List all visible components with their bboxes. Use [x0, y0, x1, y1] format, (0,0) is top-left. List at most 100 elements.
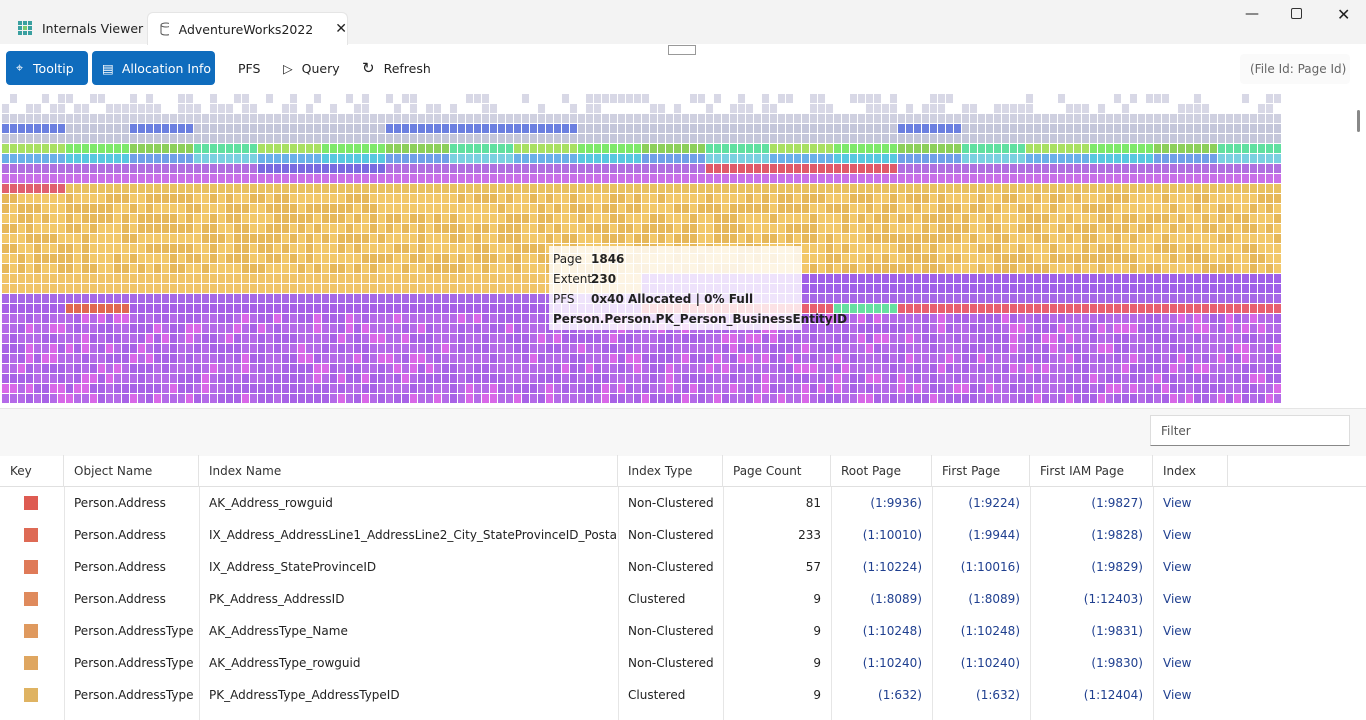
page-cell[interactable] — [818, 204, 825, 213]
page-cell[interactable] — [450, 394, 457, 403]
page-cell[interactable] — [274, 194, 281, 203]
page-cell[interactable] — [258, 364, 265, 373]
page-cell[interactable] — [954, 314, 961, 323]
page-cell[interactable] — [882, 374, 889, 383]
page-cell[interactable] — [962, 304, 969, 313]
maximize[interactable] — [1291, 8, 1302, 19]
page-cell[interactable] — [202, 294, 209, 303]
page-cell[interactable] — [994, 334, 1001, 343]
page-cell[interactable] — [1066, 104, 1073, 113]
page-cell[interactable] — [946, 134, 953, 143]
page-cell[interactable] — [962, 164, 969, 173]
page-cell[interactable] — [98, 244, 105, 253]
page-cell[interactable] — [10, 104, 17, 113]
page-cell[interactable] — [1042, 124, 1049, 133]
page-cell[interactable] — [122, 274, 129, 283]
page-cell[interactable] — [834, 244, 841, 253]
page-cell[interactable] — [418, 394, 425, 403]
page-cell[interactable] — [858, 224, 865, 233]
page-cell[interactable] — [122, 334, 129, 343]
page-cell[interactable] — [282, 144, 289, 153]
page-cell[interactable] — [842, 194, 849, 203]
page-cell[interactable] — [722, 204, 729, 213]
page-cell[interactable] — [1218, 254, 1225, 263]
page-cell[interactable] — [826, 134, 833, 143]
page-cell[interactable] — [1066, 264, 1073, 273]
page-cell[interactable] — [962, 364, 969, 373]
page-cell[interactable] — [1106, 214, 1113, 223]
page-cell[interactable] — [498, 224, 505, 233]
page-cell[interactable] — [106, 224, 113, 233]
page-cell[interactable] — [1218, 114, 1225, 123]
page-cell[interactable] — [530, 164, 537, 173]
page-cell[interactable] — [1042, 314, 1049, 323]
page-cell[interactable] — [890, 134, 897, 143]
page-cell[interactable] — [450, 314, 457, 323]
page-cell[interactable] — [810, 364, 817, 373]
page-cell[interactable] — [306, 304, 313, 313]
page-cell[interactable] — [106, 194, 113, 203]
page-cell[interactable] — [34, 254, 41, 263]
page-cell[interactable] — [1098, 244, 1105, 253]
page-cell[interactable] — [890, 164, 897, 173]
page-cell[interactable] — [970, 314, 977, 323]
page-cell[interactable] — [322, 334, 329, 343]
page-cell[interactable] — [1202, 334, 1209, 343]
page-cell[interactable] — [250, 184, 257, 193]
page-cell[interactable] — [746, 364, 753, 373]
page-cell[interactable] — [778, 374, 785, 383]
page-cell[interactable] — [314, 364, 321, 373]
page-cell[interactable] — [282, 394, 289, 403]
page-cell[interactable] — [546, 364, 553, 373]
page-cell[interactable] — [746, 134, 753, 143]
page-cell[interactable] — [906, 354, 913, 363]
page-cell[interactable] — [970, 264, 977, 273]
page-cell[interactable] — [1074, 124, 1081, 133]
page-cell[interactable] — [434, 194, 441, 203]
page-cell[interactable] — [1018, 284, 1025, 293]
page-cell[interactable] — [202, 154, 209, 163]
page-cell[interactable] — [338, 214, 345, 223]
page-cell[interactable] — [946, 304, 953, 313]
page-cell[interactable] — [1194, 154, 1201, 163]
page-cell[interactable] — [346, 254, 353, 263]
page-cell[interactable] — [746, 174, 753, 183]
page-cell[interactable] — [474, 394, 481, 403]
page-cell[interactable] — [578, 394, 585, 403]
page-cell[interactable] — [594, 174, 601, 183]
page-cell[interactable] — [250, 224, 257, 233]
page-cell[interactable] — [762, 144, 769, 153]
page-cell[interactable] — [778, 164, 785, 173]
page-cell[interactable] — [1234, 164, 1241, 173]
page-cell[interactable] — [178, 224, 185, 233]
page-cell[interactable] — [90, 384, 97, 393]
page-cell[interactable] — [10, 174, 17, 183]
page-cell[interactable] — [858, 154, 865, 163]
page-cell[interactable] — [1210, 334, 1217, 343]
page-cell[interactable] — [202, 394, 209, 403]
page-cell[interactable] — [106, 314, 113, 323]
page-cell[interactable] — [82, 164, 89, 173]
page-cell[interactable] — [50, 264, 57, 273]
page-cell[interactable] — [1178, 184, 1185, 193]
page-cell[interactable] — [938, 364, 945, 373]
page-cell[interactable] — [498, 94, 505, 103]
page-cell[interactable] — [1042, 184, 1049, 193]
page-cell[interactable] — [730, 164, 737, 173]
page-cell[interactable] — [882, 274, 889, 283]
page-cell[interactable] — [130, 214, 137, 223]
page-cell[interactable] — [426, 334, 433, 343]
page-cell[interactable] — [754, 374, 761, 383]
page-cell[interactable] — [186, 234, 193, 243]
page-cell[interactable] — [282, 294, 289, 303]
page-cell[interactable] — [1034, 304, 1041, 313]
page-cell[interactable] — [890, 194, 897, 203]
page-cell[interactable] — [842, 104, 849, 113]
page-cell[interactable] — [266, 154, 273, 163]
page-cell[interactable] — [482, 174, 489, 183]
page-cell[interactable] — [818, 244, 825, 253]
page-cell[interactable] — [1218, 184, 1225, 193]
page-cell[interactable] — [290, 244, 297, 253]
page-cell[interactable] — [66, 324, 73, 333]
page-cell[interactable] — [386, 314, 393, 323]
